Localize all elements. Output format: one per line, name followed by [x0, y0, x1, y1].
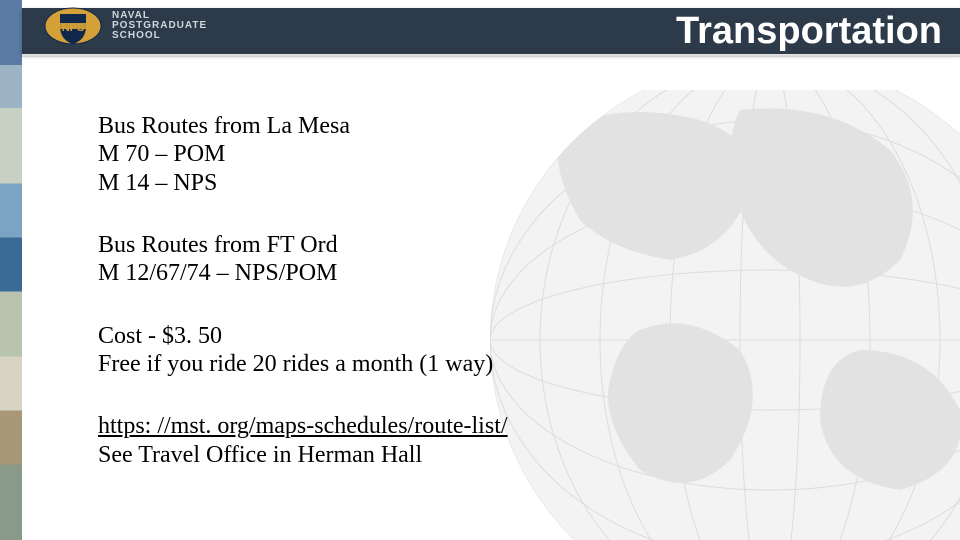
text-line: Bus Routes from La Mesa [98, 112, 778, 140]
text-block: Bus Routes from La MesaM 70 – POMM 14 – … [98, 112, 778, 197]
header-underline [22, 54, 960, 57]
left-photo-strip [0, 0, 22, 540]
text-line: M 14 – NPS [98, 169, 778, 197]
text-line: M 70 – POM [98, 140, 778, 168]
text-line: Bus Routes from FT Ord [98, 231, 778, 259]
text-line: M 12/67/74 – NPS/POM [98, 259, 778, 287]
text-line: See Travel Office in Herman Hall [98, 441, 778, 469]
text-block: Cost - $3. 50Free if you ride 20 rides a… [98, 322, 778, 379]
text-block: Bus Routes from FT OrdM 12/67/74 – NPS/P… [98, 231, 778, 288]
logo-text: NAVAL POSTGRADUATE SCHOOL [112, 11, 207, 41]
logo-line-3: SCHOOL [112, 31, 207, 41]
text-line: Cost - $3. 50 [98, 322, 778, 350]
page-title: Transportation [676, 8, 942, 54]
text-line: https: //mst. org/maps-schedules/route-l… [98, 412, 778, 440]
text-line: Free if you ride 20 rides a month (1 way… [98, 350, 778, 378]
body-text: Bus Routes from La MesaM 70 – POMM 14 – … [98, 112, 778, 503]
external-link[interactable]: https: //mst. org/maps-schedules/route-l… [98, 413, 508, 439]
text-block: https: //mst. org/maps-schedules/route-l… [98, 412, 778, 469]
slide: Transportation NPS NAVAL POSTGRADUATE SC… [0, 0, 960, 540]
logo: NPS NAVAL POSTGRADUATE SCHOOL [44, 0, 207, 52]
nps-shield-icon: NPS [44, 4, 102, 48]
